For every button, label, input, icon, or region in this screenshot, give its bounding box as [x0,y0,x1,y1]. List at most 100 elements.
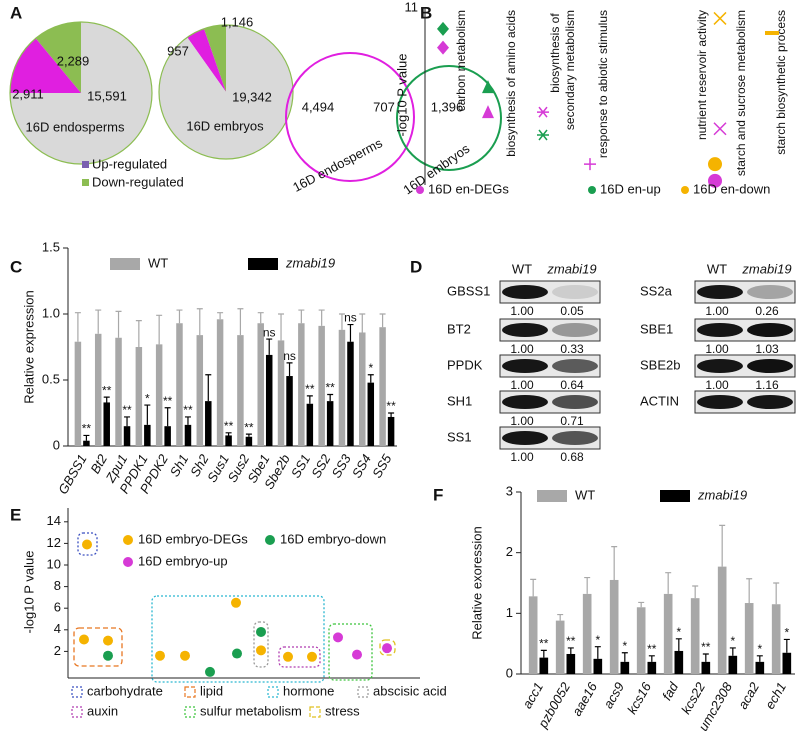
bar [164,426,171,446]
error-bar [338,313,345,330]
y-axis-label: Relative expression [21,290,36,403]
error-bar [124,416,131,427]
blot-label: BT2 [447,321,471,336]
bar [257,323,264,446]
pie-slice [35,22,81,93]
legend-label: stress [325,703,360,718]
y-tick-label: 8 [54,578,61,593]
category-label: starch biosynthetic process [774,10,788,155]
error-bar [621,652,628,662]
significance: ** [82,422,92,436]
legend-swatch [416,186,424,194]
blot-band [502,359,548,373]
significance: ** [325,381,335,395]
category-label: nutrient reservoir activity [695,10,709,140]
legend-swatch [309,706,321,718]
x-tick-label: kcs16 [624,679,654,717]
group-box [151,595,325,683]
x-tick-label: SS2 [308,451,334,480]
bar [286,376,293,446]
bar [744,603,754,674]
venn-circle [396,65,502,171]
error-bar [135,320,142,347]
blot-value: 1.03 [755,342,779,356]
blot-value: 1.16 [755,378,779,392]
point [79,634,89,645]
blot-label: SS2a [640,283,673,298]
blot-label: PPDK [447,357,483,372]
legend-label: carbohydrate [87,683,163,698]
bar [83,440,90,446]
error-bar [665,572,672,594]
x-tick-label: GBSS1 [55,452,90,497]
bar [196,335,204,446]
point [307,651,317,662]
blot-band [552,323,598,337]
bar [771,604,781,674]
error-bar [729,647,736,656]
group-box [328,623,373,681]
blot-column: zmabi19 [546,261,596,276]
blot-value: 1.00 [510,414,534,428]
y-tick-label: 4 [54,621,61,636]
x-tick-label: aca2 [735,679,762,712]
error-bar [388,412,395,417]
error-bar [675,638,682,651]
bar [367,382,375,446]
legend-label: auxin [87,703,118,718]
y-axis-label: -log10 P value [394,54,409,137]
error-bar [144,404,151,425]
error-bar [237,308,244,336]
significance: * [676,625,681,639]
bar [359,332,366,446]
panel-letter: B [420,3,432,22]
point [352,649,362,660]
y-tick-label: 3 [506,483,513,498]
pie-slice [203,25,226,92]
error-bar [217,312,224,320]
blot-value: 0.05 [560,304,584,318]
legend-swatch [110,258,140,270]
error-bar [298,309,305,324]
y-tick-label: 2 [54,643,61,658]
marker [437,40,449,55]
bar [225,435,232,446]
y-tick-label: 0 [53,437,60,452]
error-bar [327,393,334,402]
bar [155,344,163,446]
legend-label: WT [148,255,168,270]
significance: ns [283,349,296,363]
error-bar [584,576,591,594]
legend-label: hormone [283,683,334,698]
blot-band [747,323,793,337]
value-label: 2,911 [12,86,44,101]
x-tick-label: SS4 [349,452,374,481]
marker [537,106,549,118]
group-box [77,532,98,556]
bar [663,593,673,674]
panel-letter: A [10,3,22,22]
legend-swatch [184,686,196,698]
value-label: 1,146 [221,14,254,29]
x-tick-label: Sh1 [167,452,192,480]
error-bar [257,312,264,324]
bar [306,403,314,446]
legend-swatch [82,161,89,168]
category-label: response to abiotic stimulus [596,10,610,158]
blot-value: 1.00 [510,378,534,392]
significance: ** [163,394,173,408]
legend-label: Down-regulated [92,174,184,189]
y-tick-label: 11 [405,0,419,14]
legend-swatch [123,557,133,567]
error-bar [359,313,366,333]
point [333,632,343,643]
blot-band [502,323,548,337]
point [180,650,190,661]
value-label: 1,396 [431,99,464,114]
y-tick-label: 0 [506,665,513,680]
error-bar [530,578,537,597]
blot-value: 1.00 [510,304,534,318]
blot-column: WT [707,261,727,276]
panel-letter: C [10,257,22,276]
